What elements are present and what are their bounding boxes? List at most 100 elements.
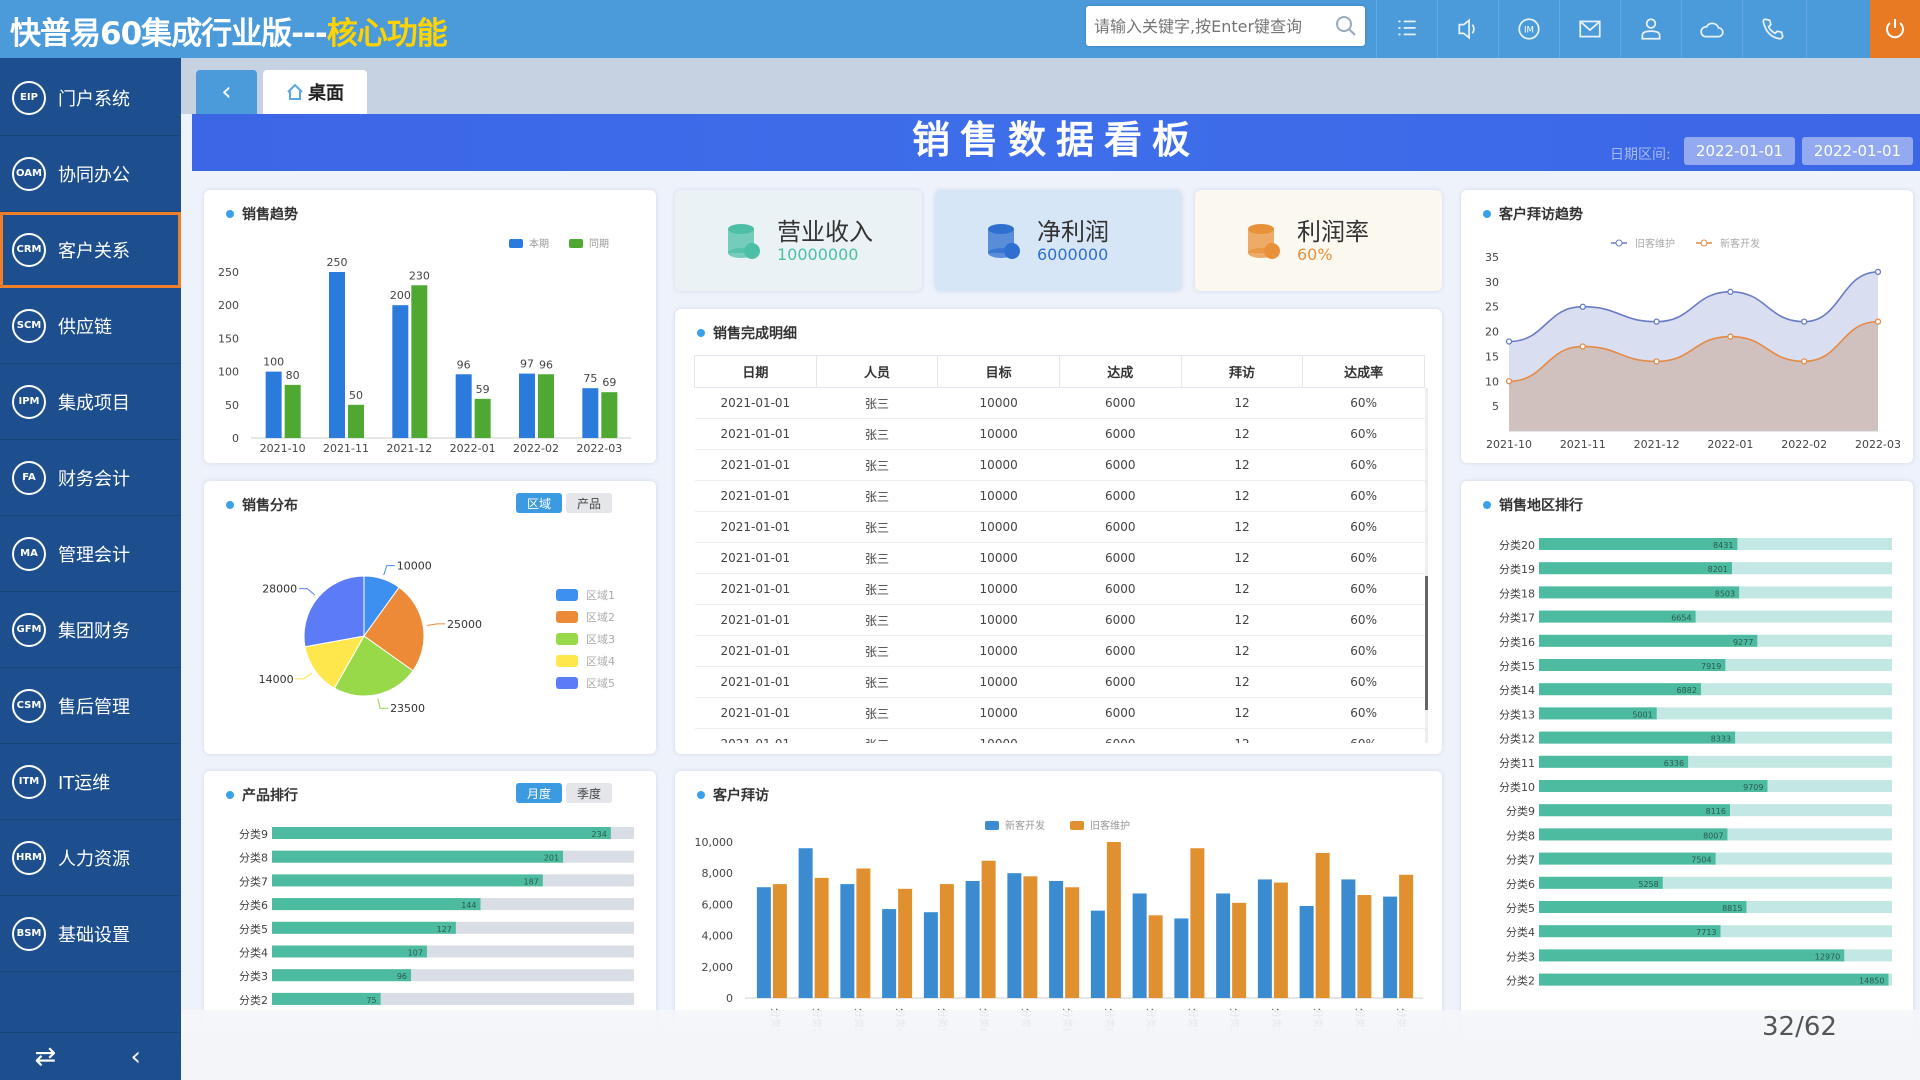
bar-分类6[interactable] bbox=[1539, 876, 1663, 889]
sidebar-item-scm[interactable]: SCM 供应链 bbox=[0, 288, 181, 364]
column-header[interactable]: 日期 bbox=[694, 355, 817, 388]
bar-分类4[interactable] bbox=[272, 945, 427, 958]
volume-button[interactable] bbox=[1437, 0, 1498, 58]
sidebar-item-ma[interactable]: MA 管理会计 bbox=[0, 516, 181, 592]
data-point[interactable] bbox=[1727, 288, 1734, 295]
sidebar-item-eip[interactable]: EIP 门户系统 bbox=[0, 60, 181, 136]
user-button[interactable] bbox=[1620, 0, 1681, 58]
cloud-button[interactable] bbox=[1681, 0, 1742, 58]
data-point[interactable] bbox=[1801, 358, 1808, 365]
bar-分类17[interactable] bbox=[1539, 610, 1696, 623]
data-point[interactable] bbox=[1653, 358, 1660, 365]
toggle-monthly[interactable]: 月度 bbox=[516, 783, 562, 803]
pie-slice-区域3[interactable] bbox=[333, 635, 414, 697]
bar-分类7[interactable] bbox=[272, 874, 543, 887]
bar-分类15[interactable] bbox=[1539, 659, 1726, 671]
date-to-picker[interactable]: 2022-01-01 bbox=[1802, 137, 1913, 165]
legend-label[interactable]: 旧客维护 bbox=[1635, 237, 1675, 250]
sidebar-item-csm[interactable]: CSM 售后管理 bbox=[0, 668, 181, 744]
bar-分类4[interactable] bbox=[1539, 925, 1721, 938]
sidebar-item-gfm[interactable]: GFM 集团财务 bbox=[0, 592, 181, 668]
bar-分类8[interactable] bbox=[272, 850, 564, 863]
legend-label[interactable]: 区域4 bbox=[586, 655, 615, 668]
toggle-product[interactable]: 产品 bbox=[566, 493, 612, 513]
tab-desktop[interactable]: 桌面 bbox=[263, 70, 367, 114]
old-customer-legend-label[interactable]: 旧客维护 bbox=[1090, 819, 1130, 832]
bar-分类3[interactable] bbox=[1539, 949, 1845, 962]
legend-label[interactable]: 区域2 bbox=[586, 611, 615, 624]
column-header[interactable]: 人员 bbox=[815, 355, 939, 388]
bar-分类11[interactable] bbox=[1539, 755, 1689, 768]
bar-分类13[interactable] bbox=[1539, 707, 1657, 720]
bar-分类3[interactable] bbox=[272, 969, 412, 982]
bar-分类6[interactable] bbox=[272, 898, 481, 911]
bar-分类18[interactable] bbox=[1539, 586, 1740, 599]
sidebar-item-itm[interactable]: ITM IT运维 bbox=[0, 744, 181, 820]
data-point[interactable] bbox=[1505, 338, 1513, 345]
sidebar-item-ipm[interactable]: IPM 集成项目 bbox=[0, 364, 181, 440]
sidebar-item-fa[interactable]: FA 财务会计 bbox=[0, 440, 181, 516]
sidebar-item-oam[interactable]: OAM 协同办公 bbox=[0, 136, 181, 212]
bar-分类2[interactable] bbox=[1539, 973, 1889, 986]
new-customer-legend-label[interactable]: 新客开发 bbox=[1005, 819, 1045, 832]
bar-分类5[interactable] bbox=[1539, 901, 1747, 913]
search-icon[interactable] bbox=[1335, 15, 1357, 37]
phone-button[interactable] bbox=[1742, 0, 1803, 58]
pie-slice-区域2[interactable] bbox=[363, 586, 425, 672]
date-from-picker[interactable]: 2022-01-01 bbox=[1684, 137, 1795, 165]
bar-分类16[interactable] bbox=[1539, 634, 1758, 647]
bar-分类2[interactable] bbox=[272, 992, 381, 1005]
current-legend-label[interactable]: 本期 bbox=[529, 237, 549, 250]
bar-分类5[interactable] bbox=[272, 921, 456, 934]
data-point[interactable] bbox=[1874, 318, 1882, 325]
sidebar-item-crm[interactable]: CRM 客户关系 bbox=[0, 212, 181, 288]
sidebar-item-hrm[interactable]: HRM 人力资源 bbox=[0, 820, 181, 896]
back-button[interactable]: ‹ bbox=[196, 70, 257, 114]
toggle-quarterly[interactable]: 季度 bbox=[566, 783, 612, 803]
toggle-region[interactable]: 区域 bbox=[516, 493, 562, 513]
data-point[interactable] bbox=[1801, 318, 1808, 325]
sidebar-item-bsm[interactable]: BSM 基础设置 bbox=[0, 896, 181, 972]
table-scrollbar[interactable] bbox=[1425, 388, 1428, 743]
bar-分类20[interactable] bbox=[1539, 538, 1738, 550]
data-point[interactable] bbox=[1874, 268, 1882, 276]
column-header[interactable]: 目标 bbox=[937, 355, 1060, 388]
bar-分类14[interactable] bbox=[1539, 683, 1701, 696]
legend-label[interactable]: 区域3 bbox=[586, 633, 615, 646]
column-header[interactable]: 达成 bbox=[1058, 355, 1182, 388]
scrollbar-thumb[interactable] bbox=[1425, 576, 1428, 710]
pie-slice-区域4[interactable] bbox=[304, 635, 365, 689]
data-point[interactable] bbox=[1727, 333, 1734, 340]
switch-icon[interactable]: ⇄ bbox=[34, 1041, 57, 1072]
list-button[interactable] bbox=[1376, 0, 1437, 58]
data-point[interactable] bbox=[1653, 318, 1660, 325]
legend-label[interactable]: 新客开发 bbox=[1720, 237, 1760, 250]
bar-分类8[interactable] bbox=[1539, 828, 1728, 841]
legend-label[interactable]: 区域1 bbox=[586, 589, 615, 602]
legend-label[interactable]: 区域5 bbox=[586, 677, 615, 690]
mail-button[interactable] bbox=[1559, 0, 1620, 58]
bar-分类9[interactable] bbox=[1539, 804, 1730, 817]
previous-legend-label[interactable]: 同期 bbox=[589, 238, 609, 250]
collapse-sidebar-icon[interactable]: ‹ bbox=[130, 1041, 141, 1072]
bar-分类12[interactable] bbox=[1539, 731, 1736, 744]
bar-分类19[interactable] bbox=[1539, 562, 1732, 575]
data-point[interactable] bbox=[1505, 378, 1513, 385]
bar-分类7[interactable] bbox=[1539, 852, 1716, 865]
bar-分类10[interactable] bbox=[1539, 780, 1768, 792]
column-header[interactable]: 拜访 bbox=[1180, 355, 1304, 388]
data-point[interactable] bbox=[1579, 303, 1586, 310]
data-point[interactable] bbox=[1579, 343, 1586, 350]
